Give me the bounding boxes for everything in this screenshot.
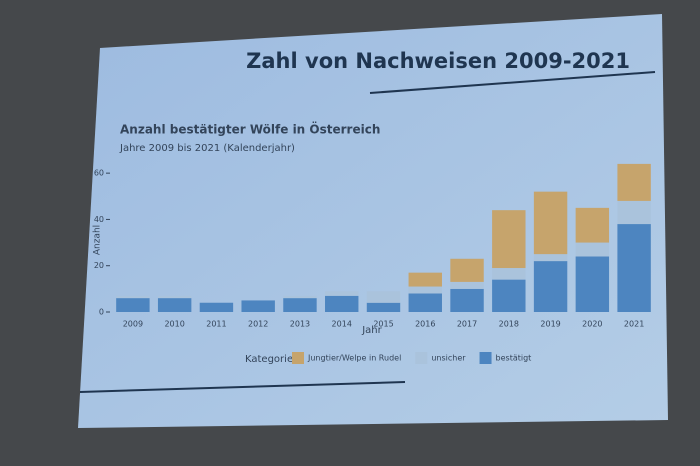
bar-segment xyxy=(241,300,275,312)
bar-segment xyxy=(617,224,651,312)
y-axis-label: Anzahl xyxy=(93,225,103,255)
x-tick-label: 2009 xyxy=(123,320,143,329)
x-tick-label: 2010 xyxy=(164,320,184,329)
bar-segment xyxy=(450,281,484,289)
bar-segment xyxy=(408,293,442,312)
bar-segment xyxy=(533,254,568,262)
x-tick-label: 2021 xyxy=(624,320,644,329)
bar-segment xyxy=(408,286,442,294)
legend-swatch xyxy=(415,352,428,364)
bar-segment xyxy=(533,191,568,255)
bar-segment xyxy=(283,298,317,312)
bar-segment xyxy=(617,163,651,201)
legend-swatch xyxy=(292,352,304,364)
slide-title: Zahl von Nachweisen 2009-2021 xyxy=(246,49,630,73)
bar-segment xyxy=(617,200,651,225)
title-underline xyxy=(369,71,656,94)
bar-segment xyxy=(116,298,150,312)
bar-segment xyxy=(199,302,234,312)
x-tick-label: 2016 xyxy=(415,320,435,329)
bar-segment xyxy=(325,291,359,296)
bar-segment xyxy=(157,295,192,299)
chart-title: Anzahl bestätigter Wölfe in Österreich xyxy=(120,122,380,137)
bar-segment xyxy=(575,207,610,243)
bar-segment xyxy=(450,258,484,282)
chart-subtitle: Jahre 2009 bis 2021 (Kalenderjahr) xyxy=(119,143,295,154)
legend-label: Jungtier/Welpe in Rudel xyxy=(307,354,401,363)
slide-rule xyxy=(79,381,406,393)
bar-segment xyxy=(366,291,401,303)
x-tick-label: 2014 xyxy=(332,320,352,329)
bar-segment xyxy=(116,295,150,299)
bar-segment xyxy=(157,298,192,312)
bar-segment xyxy=(575,256,610,312)
x-tick-label: 2012 xyxy=(248,320,268,329)
legend-swatch xyxy=(479,352,492,364)
y-tick-label: 0 xyxy=(99,308,104,317)
bar-segment xyxy=(283,295,317,299)
y-tick-label: 60 xyxy=(94,169,104,178)
legend-title: Kategorie xyxy=(245,354,293,365)
bar-segment xyxy=(575,242,610,257)
x-tick-label: 2013 xyxy=(290,320,310,329)
bar-segment xyxy=(533,261,568,312)
bar-segment xyxy=(450,288,484,312)
x-tick-label: 2017 xyxy=(457,320,477,329)
x-tick-label: 2011 xyxy=(206,320,226,329)
y-tick-label: 20 xyxy=(94,261,104,270)
projected-slide xyxy=(78,14,668,428)
bar-segment xyxy=(408,272,442,287)
bar-segment xyxy=(492,210,526,269)
x-tick-label: 2020 xyxy=(582,320,602,329)
bar-segment xyxy=(492,279,526,312)
y-tick-label: 40 xyxy=(94,215,104,224)
bar-segment xyxy=(492,268,526,280)
legend-label: unsicher xyxy=(431,354,466,363)
x-tick-label: 2015 xyxy=(373,320,393,329)
x-tick-label: 2019 xyxy=(540,320,560,329)
legend-label: bestätigt xyxy=(496,354,532,363)
bar-segment xyxy=(325,295,359,312)
x-axis-label: Jahr xyxy=(361,325,382,336)
x-tick-label: 2018 xyxy=(499,320,519,329)
bar-segment xyxy=(366,302,401,312)
